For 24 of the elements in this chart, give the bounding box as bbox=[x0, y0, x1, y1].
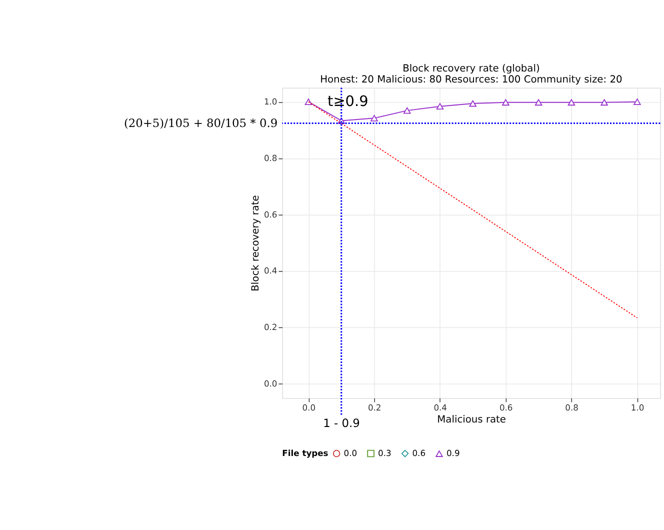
x-tick-label: 0.0 bbox=[302, 402, 316, 413]
x-tick-label: 0.4 bbox=[434, 402, 447, 413]
legend-label: 0.9 bbox=[446, 448, 460, 458]
ref-line-label: (20+5)/105 + 80/105 * 0.9 bbox=[124, 116, 278, 130]
annotation: t≥0.9 bbox=[328, 94, 368, 110]
y-tick-label: 0.6 bbox=[264, 209, 278, 220]
legend-label: 0.3 bbox=[378, 448, 392, 458]
chart-title: Block recovery rate (global) bbox=[402, 64, 540, 75]
y-tick-label: 1.0 bbox=[264, 96, 278, 106]
x-axis-title: Malicious rate bbox=[437, 414, 506, 426]
y-tick-label: 0.2 bbox=[264, 322, 278, 332]
text: 1 - 0.9 bbox=[323, 416, 360, 430]
y-tick-label: 0.4 bbox=[264, 266, 278, 276]
chart-subtitle: Honest: 20 Malicious: 80 Resources: 100 Community size: 20 bbox=[320, 74, 622, 86]
y-tick-label: 0.0 bbox=[264, 378, 278, 389]
y-tick-label: 0.8 bbox=[264, 152, 278, 163]
legend-label: 0.0 bbox=[344, 448, 358, 458]
x-tick-label: 0.8 bbox=[565, 402, 578, 413]
legend-title: File types bbox=[282, 448, 328, 458]
legend-label: 0.6 bbox=[412, 448, 426, 458]
x-tick-label: 0.6 bbox=[499, 402, 513, 413]
x-tick-label: 0.2 bbox=[368, 402, 382, 413]
y-axis-title: Block recovery rate bbox=[250, 195, 262, 292]
x-tick-label: 1.0 bbox=[630, 402, 644, 413]
